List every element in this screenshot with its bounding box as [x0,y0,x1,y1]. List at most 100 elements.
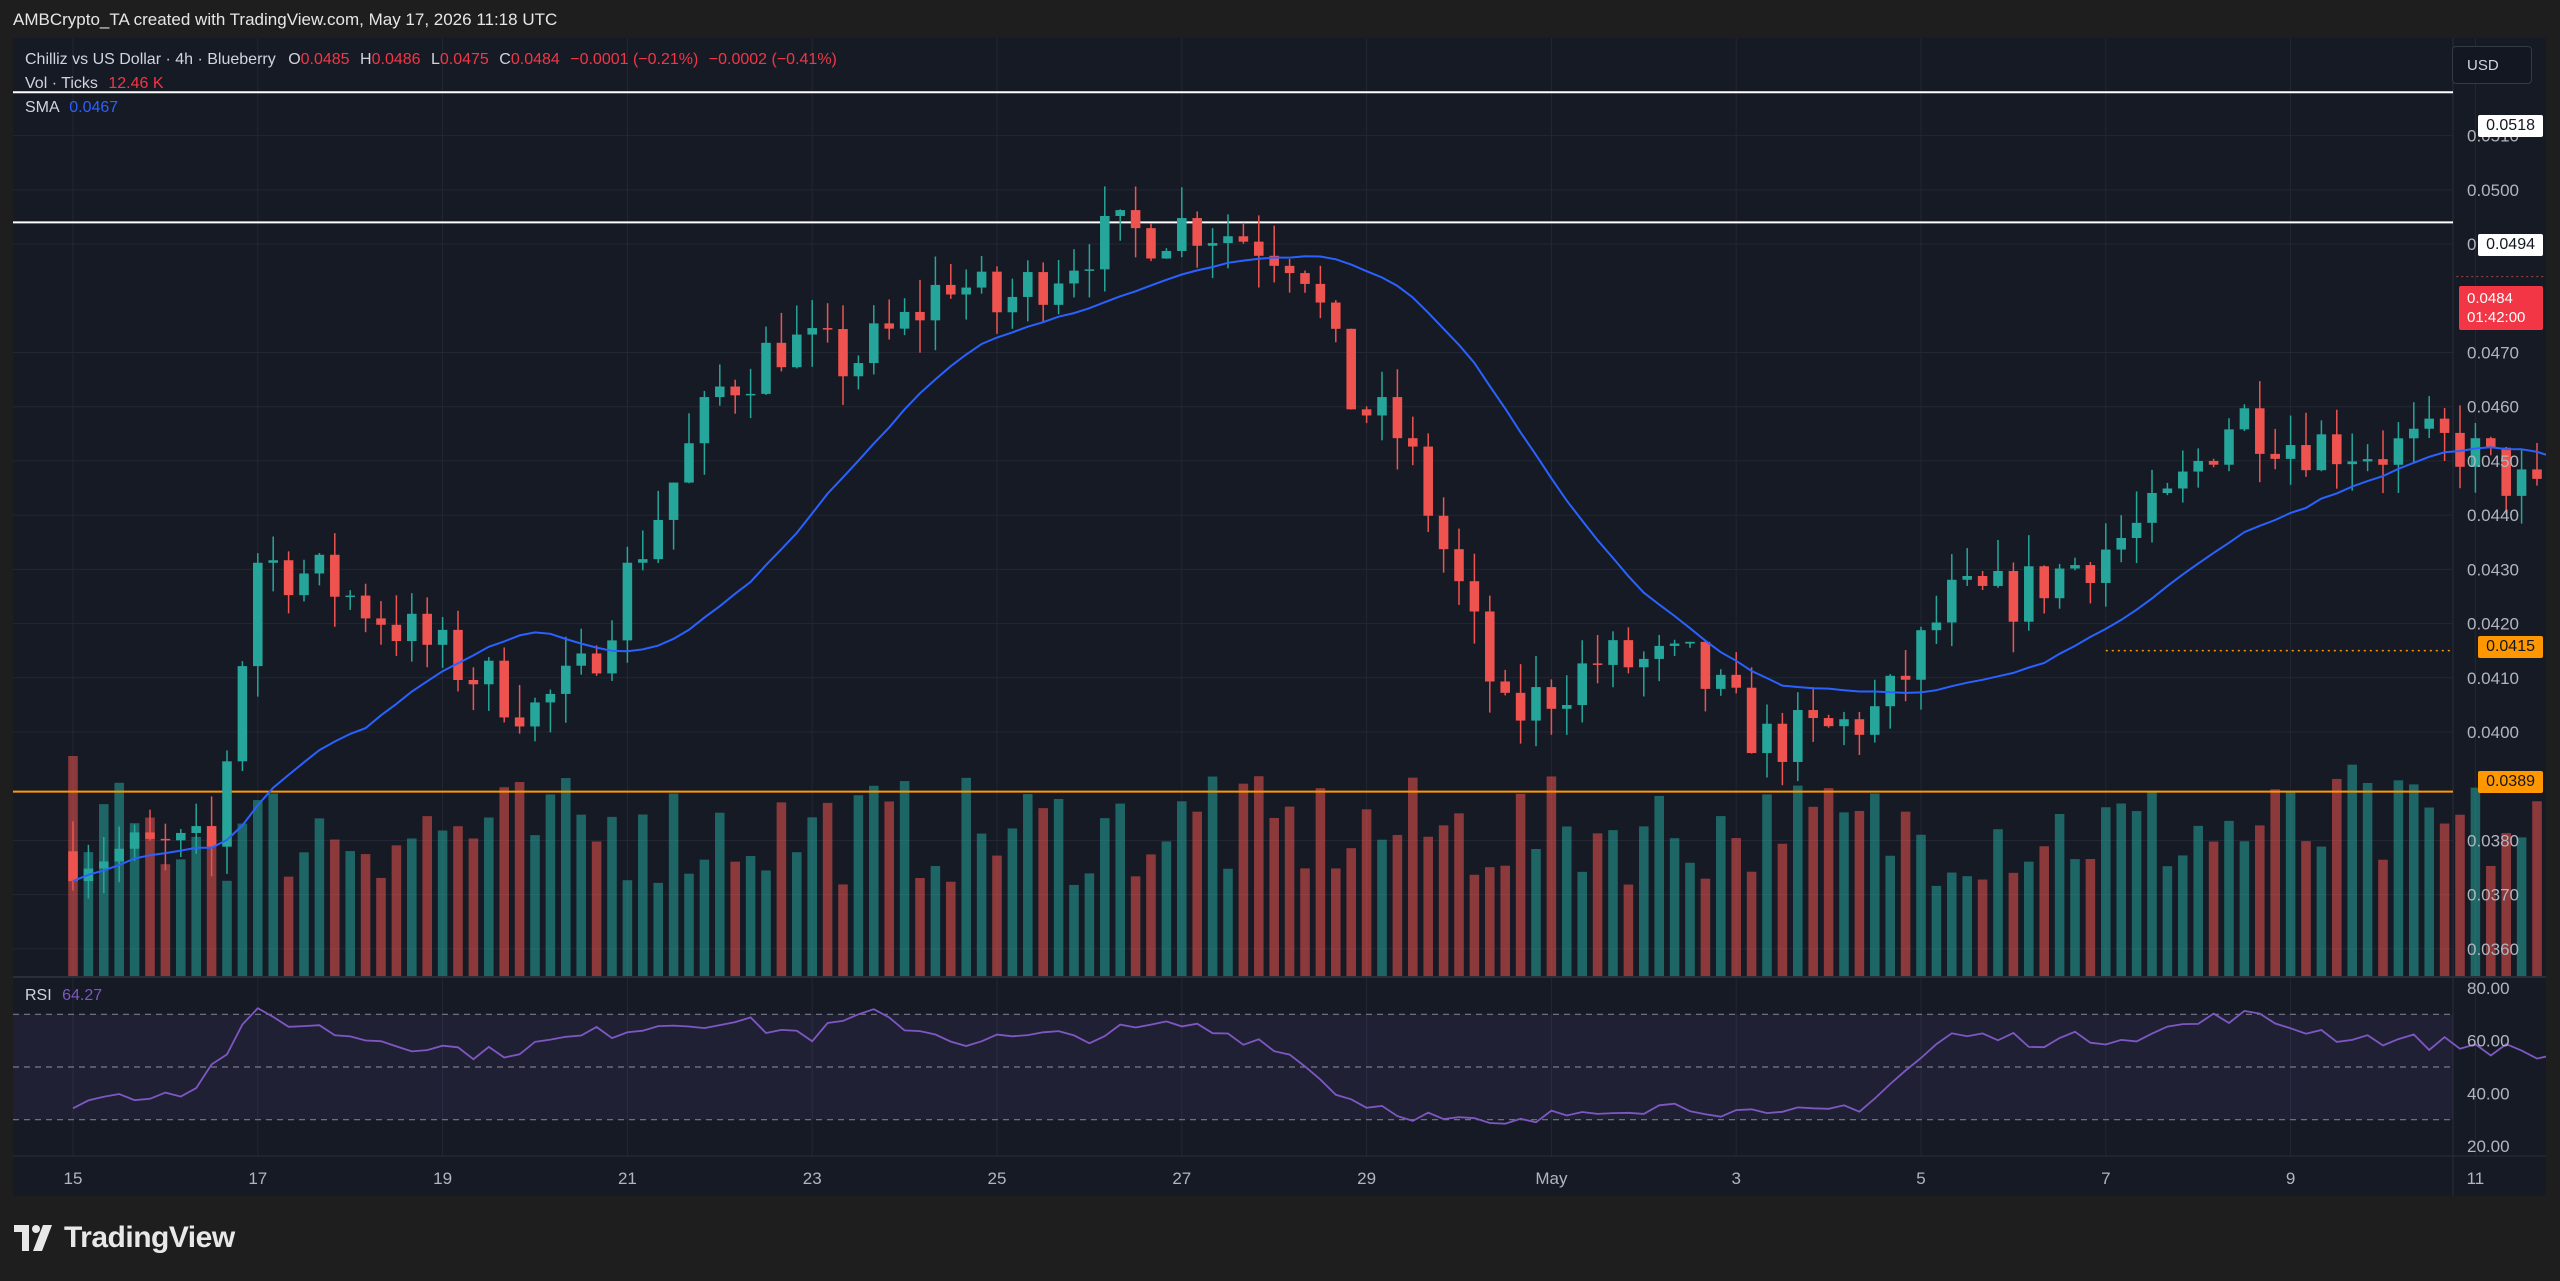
time-tick-label: 11 [2467,1169,2485,1188]
currency-button[interactable]: USD [2452,46,2532,84]
volume-bar [83,852,94,976]
volume-bar [2532,801,2542,976]
volume-label[interactable]: Vol · Ticks [25,75,98,92]
candle-body [1361,409,1372,416]
volume-bar [2070,859,2080,976]
candle-body [2424,418,2434,429]
volume-bar [407,838,417,976]
candle-body [1115,210,1125,216]
price-tick-label: 0.0440 [2467,506,2519,525]
price-tick-label: 0.0470 [2467,343,2519,362]
volume-bar [2316,846,2327,976]
candle-body [1315,283,1326,303]
candle-body [1900,675,1911,680]
candle-body [1284,265,1295,274]
volume-value: 12.46 K [108,75,164,92]
volume-bar [1839,812,1849,976]
candle-body [684,443,694,483]
candle-body [761,342,771,394]
candle-body [2501,447,2511,496]
tradingview-logo[interactable]: TradingView [14,1221,235,1254]
volume-bar [2270,789,2280,976]
candle-body [1823,718,1834,727]
candle-body [961,287,971,295]
candle-body [2070,565,2080,569]
last-price-badge: 0.0484 01:42:00 [2459,286,2543,330]
candle-body [2024,566,2034,622]
volume-bar [2378,859,2388,976]
candle-body [730,386,740,396]
candle-body [330,554,340,597]
last-price-value: 0.0484 [2467,290,2513,307]
candle-body [283,560,294,596]
candle-body [114,848,124,862]
candle-body [2270,453,2280,459]
volume-bar [2008,872,2019,976]
sma-label[interactable]: SMA [25,99,59,116]
attribution-bar: AMBCrypto_TA created with TradingView.co… [0,0,2560,38]
volume-bar [2131,811,2142,976]
candle-body [715,386,725,398]
time-tick-label: 9 [2286,1169,2295,1188]
volume-bar [1762,794,1772,976]
volume-bar [1423,836,1433,976]
candle-body [1007,296,1018,313]
candle-body [576,653,586,666]
candle-body [1931,622,1942,631]
chart-canvas[interactable]: 0.05100.05000.04900.04700.04600.04500.04… [13,38,2546,1196]
volume-bar [807,817,817,976]
candle-body [2393,438,2404,465]
volume-bar [1007,828,1018,976]
candle-body [453,629,463,680]
volume-bar [299,852,309,976]
chart-panel[interactable]: 0.05100.05000.04900.04700.04600.04500.04… [13,38,2546,1196]
candle-body [2378,459,2388,465]
candle-body [807,328,817,335]
volume-bar [1392,834,1403,976]
volume-bar [1192,811,1202,976]
candle-body [915,311,925,321]
candle-body [2208,460,2219,465]
rsi-label[interactable]: RSI [25,987,52,1004]
rsi-tick-label: 40.00 [2467,1084,2510,1103]
candle-body [176,832,186,841]
volume-bar [1562,826,1572,976]
volume-bar [1793,785,1803,976]
symbol-title[interactable]: Chilliz vs US Dollar · 4h · Blueberry [25,51,276,68]
volume-bar [915,878,925,976]
volume-bar [576,814,586,976]
candle-body [1100,215,1110,270]
volume-bar [1223,868,1233,976]
candle-body [1053,283,1064,305]
volume-bar [1069,884,1079,976]
candle-body [376,618,386,625]
candle-body [1515,692,1526,721]
volume-bar [1685,862,1695,976]
volume-bar [1716,816,1726,976]
volume-row: Vol · Ticks 12.46 K [25,72,837,96]
candle-body [1146,228,1156,259]
candle-body [1639,658,1649,668]
candle-body [653,519,663,560]
candle-body [1438,515,1449,550]
volume-bar [1592,833,1603,976]
volume-bar [468,838,479,976]
candle-countdown: 01:42:00 [2467,309,2526,326]
volume-bar [2332,778,2342,976]
candle-body [545,693,556,703]
symbol-legend: Chilliz vs US Dollar · 4h · Blueberry O0… [25,48,837,120]
volume-bar [160,864,171,976]
volume-bar [206,838,217,976]
low-label: L [430,51,440,68]
volume-bar [2208,841,2219,976]
footer: TradingView [0,1196,2560,1281]
volume-bar [1746,871,1757,976]
volume-bar [376,877,386,976]
candle-body [822,328,833,330]
candle-body [2409,428,2419,439]
candle-body [191,826,201,833]
price-tick-label: 0.0380 [2467,831,2519,850]
volume-bar [222,880,232,976]
candle-body [668,482,679,520]
candle-body [930,284,941,321]
